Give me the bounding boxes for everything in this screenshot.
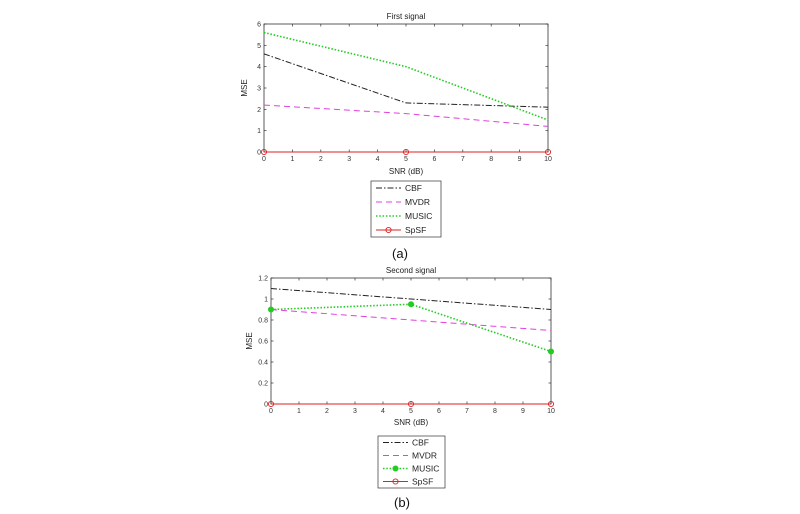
- data-point-music: [267, 306, 275, 313]
- chart-title: Second signal: [386, 266, 436, 275]
- x-tick-label: 8: [493, 408, 497, 415]
- legend-marker-spsf: [392, 478, 399, 485]
- x-tick-label: 3: [347, 156, 351, 163]
- series-cbf: [270, 288, 552, 310]
- y-tick-label: 0.8: [258, 318, 268, 325]
- series-mvdr: [270, 309, 552, 331]
- y-tick-label: 4: [257, 64, 261, 71]
- x-tick-label: 2: [319, 156, 323, 163]
- data-point-spsf: [402, 148, 410, 156]
- x-tick-label: 10: [544, 156, 552, 163]
- series-line-mvdr: [270, 309, 552, 331]
- x-tick-label: 5: [404, 156, 408, 163]
- legend-label-music: MUSIC: [405, 211, 432, 221]
- legend-label-spsf: SpSF: [412, 477, 433, 487]
- x-tick-label: 0: [269, 408, 273, 415]
- figure-caption: (a): [392, 246, 408, 261]
- legend-box: [377, 435, 446, 489]
- y-tick-label: 1: [257, 128, 261, 135]
- x-tick-label: 0: [262, 156, 266, 163]
- y-tick-label: 2: [257, 107, 261, 114]
- legend-label-mvdr: MVDR: [412, 451, 437, 461]
- series-cbf: [263, 53, 549, 108]
- y-tick-label: 6: [257, 22, 261, 29]
- legend-label-music: MUSIC: [412, 464, 439, 474]
- series-music: [263, 31, 549, 121]
- y-tick-label: 0: [264, 402, 268, 409]
- legend-label-cbf: CBF: [405, 183, 422, 193]
- series-music: [267, 301, 555, 355]
- x-tick-label: 6: [437, 408, 441, 415]
- legend-label-spsf: SpSF: [405, 225, 426, 235]
- x-tick-label: 4: [376, 156, 380, 163]
- x-axis-label: SNR (dB): [394, 418, 429, 427]
- series-line-cbf: [263, 53, 549, 108]
- x-tick-label: 3: [353, 408, 357, 415]
- data-point-spsf: [267, 400, 275, 408]
- x-tick-label: 9: [521, 408, 525, 415]
- y-tick-label: 1: [264, 297, 268, 304]
- x-axis-label: SNR (dB): [389, 167, 424, 176]
- x-tick-label: 10: [547, 408, 555, 415]
- x-tick-label: 5: [409, 408, 413, 415]
- series-spsf: [267, 400, 555, 408]
- y-axis-label: MSE: [240, 79, 249, 96]
- x-tick-label: 7: [465, 408, 469, 415]
- x-tick-label: 2: [325, 408, 329, 415]
- y-tick-label: 3: [257, 86, 261, 93]
- y-tick-label: 0.6: [258, 339, 268, 346]
- legend-label-mvdr: MVDR: [405, 197, 430, 207]
- x-tick-label: 6: [432, 156, 436, 163]
- data-point-music: [407, 301, 415, 308]
- plot-area: [270, 277, 552, 405]
- series-spsf: [260, 148, 552, 156]
- data-point-spsf: [260, 148, 268, 156]
- chart-title: First signal: [387, 12, 426, 21]
- data-point-spsf: [407, 400, 415, 408]
- legend-label-cbf: CBF: [412, 438, 429, 448]
- series-line-music: [263, 31, 549, 121]
- legend-box: [370, 180, 442, 238]
- y-tick-label: 1.2: [258, 276, 268, 283]
- figure-caption: (b): [394, 495, 410, 510]
- y-tick-label: 0: [257, 150, 261, 157]
- legend-marker-spsf: [385, 226, 392, 234]
- x-tick-label: 4: [381, 408, 385, 415]
- x-tick-label: 1: [297, 408, 301, 415]
- legend: CBF MVDR MUSIC SpSF: [377, 435, 446, 489]
- x-tick-label: 1: [290, 156, 294, 163]
- y-axis-label: MSE: [245, 332, 254, 349]
- series-line-cbf: [270, 288, 552, 310]
- series-mvdr: [263, 104, 549, 127]
- data-point-spsf: [544, 148, 552, 156]
- series-line-mvdr: [263, 104, 549, 127]
- x-tick-label: 7: [461, 156, 465, 163]
- legend: CBF MVDR MUSIC SpSF: [370, 180, 442, 238]
- y-tick-label: 5: [257, 43, 261, 50]
- x-tick-label: 9: [518, 156, 522, 163]
- y-tick-label: 0.2: [258, 381, 268, 388]
- plot-area: [263, 23, 549, 153]
- data-point-spsf: [547, 400, 555, 408]
- data-point-music: [547, 348, 555, 355]
- chart-1: 0 1 2 3 4 5 6 7 8 9 10 0 1 2 3 4 5 6 First signal SNR (dB) M…: [240, 12, 552, 261]
- x-tick-label: 8: [489, 156, 493, 163]
- chart-2: 0 1 2 3 4 5 6 7 8 9 10 0 0.2 0.4 0.6 0.8 1 1.2 Second sign…: [245, 266, 555, 510]
- legend-marker-music: [392, 465, 399, 472]
- y-tick-label: 0.4: [258, 360, 268, 367]
